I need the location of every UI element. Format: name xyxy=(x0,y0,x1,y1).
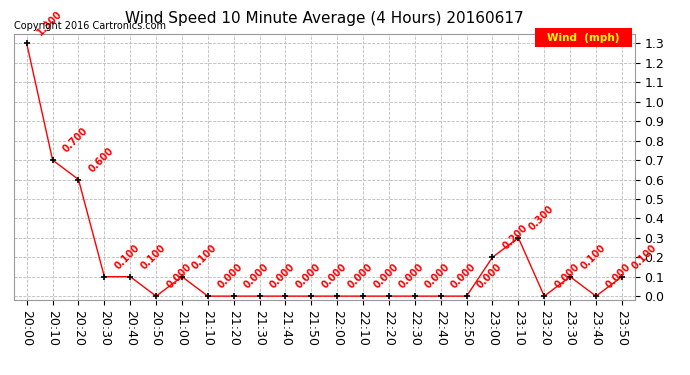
Text: Copyright 2016 Cartronics.com: Copyright 2016 Cartronics.com xyxy=(14,21,166,31)
Text: 0.000: 0.000 xyxy=(216,262,245,291)
Text: 0.000: 0.000 xyxy=(397,262,426,291)
Text: 0.300: 0.300 xyxy=(526,204,555,232)
Text: 0.000: 0.000 xyxy=(268,262,297,291)
Text: 0.600: 0.600 xyxy=(87,145,116,174)
Title: Wind Speed 10 Minute Average (4 Hours) 20160617: Wind Speed 10 Minute Average (4 Hours) 2… xyxy=(125,11,524,26)
Text: 0.000: 0.000 xyxy=(164,262,193,291)
Text: 0.000: 0.000 xyxy=(475,262,504,291)
Text: 0.000: 0.000 xyxy=(242,262,271,291)
Text: 0.100: 0.100 xyxy=(112,242,141,271)
Text: 1.300: 1.300 xyxy=(35,9,64,38)
Text: 0.700: 0.700 xyxy=(61,126,90,154)
Text: 0.000: 0.000 xyxy=(371,262,400,291)
Text: 0.100: 0.100 xyxy=(578,242,607,271)
Text: 0.100: 0.100 xyxy=(190,242,219,271)
Text: 0.000: 0.000 xyxy=(423,262,452,291)
Text: 0.200: 0.200 xyxy=(501,223,530,252)
Text: 0.000: 0.000 xyxy=(449,262,478,291)
Text: 0.000: 0.000 xyxy=(294,262,323,291)
Text: 0.000: 0.000 xyxy=(346,262,375,291)
Text: 0.000: 0.000 xyxy=(319,262,348,291)
Text: 0.000: 0.000 xyxy=(604,262,633,291)
Text: 0.000: 0.000 xyxy=(553,262,582,291)
Text: 0.100: 0.100 xyxy=(630,242,659,271)
Text: 0.100: 0.100 xyxy=(139,242,168,271)
